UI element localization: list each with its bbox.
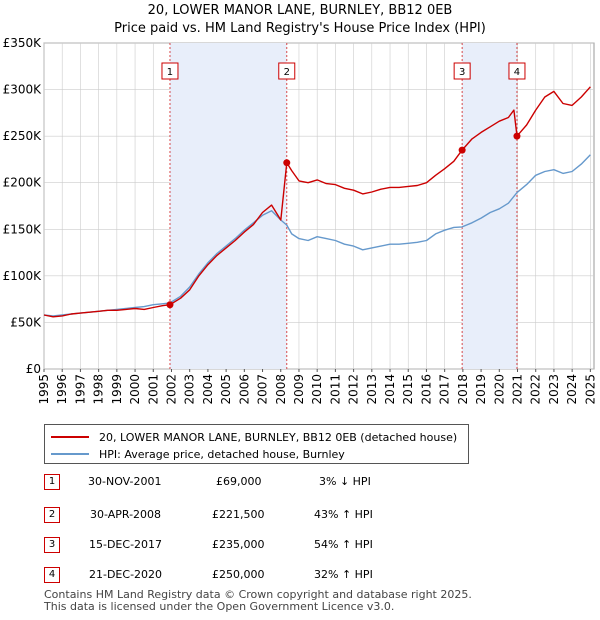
y-tick-label: £100K	[3, 269, 43, 283]
y-tick-label: £250K	[3, 129, 43, 143]
x-tick-label: 2003	[183, 374, 197, 405]
ownership-shade	[462, 43, 517, 369]
sale-number-badge: 2	[44, 507, 60, 523]
sale-row: 1 30-NOV-2001 £69,000 3% ↓ HPI	[44, 474, 564, 492]
x-tick-label: 2007	[256, 374, 270, 405]
sale-hpi-change: 32% ↑ HPI	[314, 568, 373, 581]
sale-price: £250,000	[212, 568, 265, 581]
x-tick-label: 1995	[37, 374, 51, 405]
x-tick-label: 2011	[328, 374, 342, 405]
hpi-line	[43, 154, 591, 317]
chart-title: 20, LOWER MANOR LANE, BURNLEY, BB12 0EB	[148, 3, 453, 18]
footer-attribution: Contains HM Land Registry data © Crown c…	[44, 589, 472, 613]
sale-hpi-change: 3% ↓ HPI	[319, 475, 371, 488]
x-tick-label: 2001	[146, 374, 160, 405]
y-tick-label: £200K	[3, 176, 43, 190]
sale-hpi-change: 54% ↑ HPI	[314, 538, 373, 551]
sale-marker-label: 2	[284, 67, 290, 78]
sale-marker-label: 4	[514, 67, 520, 78]
sale-marker-box	[453, 62, 471, 80]
sale-price: £221,500	[212, 508, 265, 521]
x-tick-label: 2014	[383, 374, 397, 405]
sale-point	[458, 146, 466, 154]
sale-date: 30-APR-2008	[90, 508, 162, 521]
x-tick-label: 2022	[529, 374, 543, 405]
x-tick-label: 1997	[73, 374, 87, 405]
x-tick-label: 2017	[438, 374, 452, 405]
x-tick-label: 2009	[292, 374, 306, 405]
x-tick-label: 2019	[474, 374, 488, 405]
x-tick-label: 1999	[110, 374, 124, 405]
legend-label-hpi: HPI: Average price, detached house, Burn…	[99, 447, 345, 461]
x-tick-label: 2015	[401, 374, 415, 405]
sale-number-badge: 4	[44, 567, 60, 583]
sale-date: 21-DEC-2020	[89, 568, 163, 581]
x-tick-label: 2020	[492, 374, 506, 405]
x-tick-label: 1996	[55, 374, 69, 405]
sale-marker-label: 3	[459, 67, 465, 78]
sale-marker-box	[278, 62, 296, 80]
sale-point	[166, 301, 174, 309]
x-tick-label: 2018	[456, 374, 470, 405]
y-tick-label: £0	[26, 362, 41, 376]
sale-row: 3 15-DEC-2017 £235,000 54% ↑ HPI	[44, 537, 564, 555]
x-tick-label: 2013	[365, 374, 379, 405]
x-tick-label: 1998	[92, 374, 106, 405]
sale-row: 4 21-DEC-2020 £250,000 32% ↑ HPI	[44, 567, 564, 585]
x-tick-label: 2002	[164, 374, 178, 405]
x-tick-label: 2010	[310, 374, 324, 405]
y-tick-label: £300K	[3, 83, 43, 97]
chart-subtitle: Price paid vs. HM Land Registry's House …	[114, 21, 486, 36]
footer-line-licence: This data is licensed under the Open Gov…	[44, 600, 395, 613]
x-tick-label: 2023	[547, 374, 561, 405]
sale-marker-label: 1	[167, 67, 173, 78]
legend-item-hpi: HPI: Average price, detached house, Burn…	[51, 446, 345, 462]
sale-date: 30-NOV-2001	[88, 475, 162, 488]
x-tick-label: 2000	[128, 374, 142, 405]
legend: 20, LOWER MANOR LANE, BURNLEY, BB12 0EB …	[44, 424, 469, 464]
sale-point	[283, 159, 291, 167]
sale-price: £235,000	[212, 538, 265, 551]
x-tick-label: 2008	[274, 374, 288, 405]
sale-date: 15-DEC-2017	[89, 538, 163, 551]
sale-number-badge: 1	[44, 474, 60, 490]
x-tick-label: 2004	[201, 374, 215, 405]
legend-item-property: 20, LOWER MANOR LANE, BURNLEY, BB12 0EB …	[51, 429, 457, 445]
sale-marker-box	[161, 62, 179, 80]
sale-point	[513, 132, 521, 140]
x-tick-label: 2024	[565, 374, 579, 405]
sale-number-badge: 3	[44, 537, 60, 553]
x-tick-label: 2025	[583, 374, 597, 405]
legend-label-property: 20, LOWER MANOR LANE, BURNLEY, BB12 0EB …	[99, 430, 458, 444]
footer-line-copyright: Contains HM Land Registry data © Crown c…	[44, 588, 472, 601]
sale-marker-box	[508, 62, 526, 80]
x-tick-label: 2005	[219, 374, 233, 405]
ownership-shade	[169, 43, 287, 369]
x-tick-label: 2006	[237, 374, 251, 405]
legend-swatch-property	[51, 436, 89, 438]
x-tick-label: 2016	[419, 374, 433, 405]
sale-hpi-change: 43% ↑ HPI	[314, 508, 373, 521]
sale-price: £69,000	[216, 475, 262, 488]
y-tick-label: £150K	[3, 222, 43, 236]
x-tick-label: 2021	[511, 374, 525, 405]
y-tick-label: £50K	[10, 315, 42, 329]
property-price-line	[43, 86, 591, 318]
y-tick-label: £350K	[3, 36, 43, 50]
sale-row: 2 30-APR-2008 £221,500 43% ↑ HPI	[44, 507, 564, 525]
x-tick-label: 2012	[347, 374, 361, 405]
legend-swatch-hpi	[51, 453, 89, 455]
price-chart: 20, LOWER MANOR LANE, BURNLEY, BB12 0EB …	[3, 3, 598, 405]
